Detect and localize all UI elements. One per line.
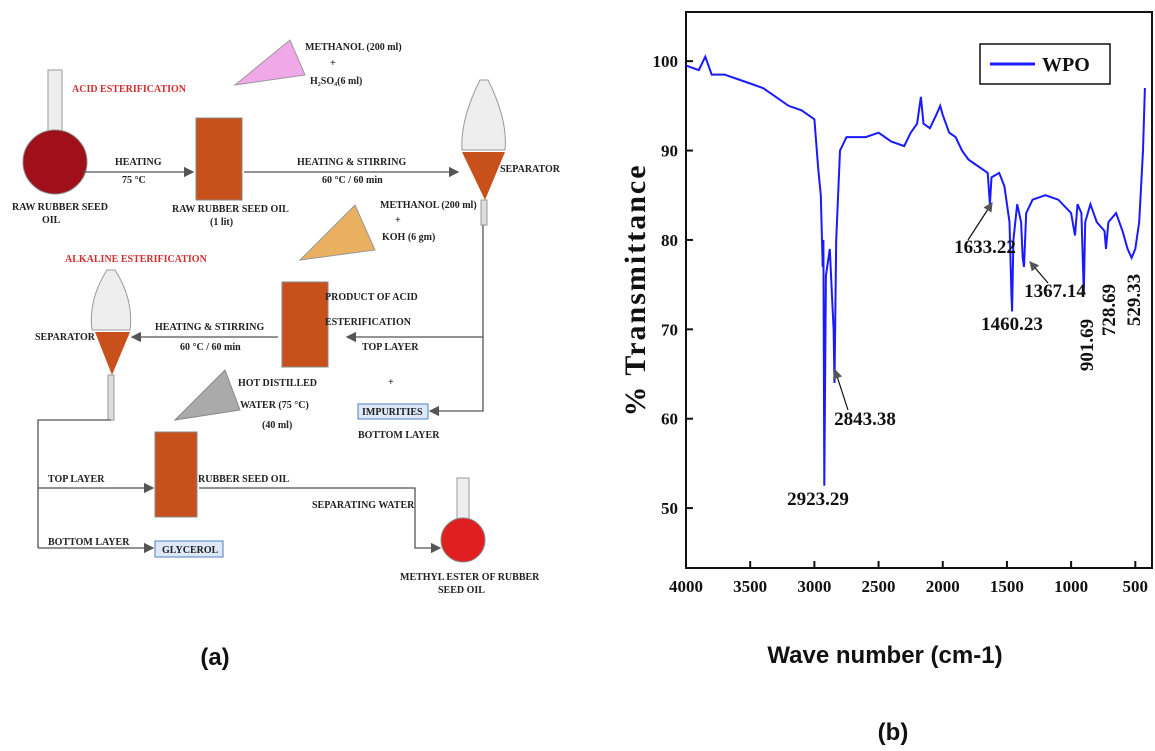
y-tick-label: 60 <box>661 410 678 429</box>
y-tick-label: 50 <box>661 499 678 518</box>
item-label: RAW RUBBER SEED <box>12 202 108 213</box>
step-label: BOTTOM LAYER <box>48 537 130 548</box>
x-axis-title: Wave number (cm-1) <box>767 642 1002 669</box>
x-tick-label: 3500 <box>733 577 767 596</box>
item-label: METHYL ESTER OF RUBBER <box>400 572 540 583</box>
x-tick-label: 1500 <box>990 577 1024 596</box>
peak-label: 1367.14 <box>1024 281 1086 302</box>
peak-arrow <box>967 201 993 241</box>
spectrum-line <box>685 54 1146 486</box>
peak-label: 1460.23 <box>981 314 1043 335</box>
x-tick-label: 3000 <box>797 577 831 596</box>
x-tick-label: 2000 <box>926 577 960 596</box>
stage-title: ALKALINE ESTERIFICATION <box>65 254 208 265</box>
item-label: SEPARATOR <box>35 332 96 343</box>
stage-title: ACID ESTERIFICATION <box>72 84 187 95</box>
item-label: SEED OIL <box>438 585 485 596</box>
peak-arrow <box>1029 261 1049 284</box>
item-label: SEPARATOR <box>500 164 561 175</box>
spectrum-chart: 4000 3500 3000 2500 2000 1500 1000 500 50 60 70 80 9… <box>619 11 1153 746</box>
x-tick-label: 2500 <box>862 577 896 596</box>
reagent-label: HOT DISTILLED <box>238 378 317 389</box>
step-label: 60 °C / 60 min <box>322 175 383 186</box>
y-tick-label: 70 <box>661 320 678 339</box>
reagent-label: KOH (6 gm) <box>382 232 435 243</box>
reagent-label: H₂SO₄(6 ml) <box>310 76 362 87</box>
step-label: HEATING & STIRRING <box>297 157 406 168</box>
item-label: RUBBER SEED OIL <box>198 474 289 485</box>
x-tick-label: 4000 <box>669 577 703 596</box>
plot-frame <box>685 11 1153 569</box>
item-label: PRODUCT OF ACID <box>325 292 418 303</box>
reagent-label: + <box>395 215 401 226</box>
step-label: TOP LAYER <box>48 474 105 485</box>
peak-label: 901.69 <box>1077 319 1098 371</box>
reagent-label: (40 ml) <box>262 420 292 431</box>
item-label: RAW RUBBER SEED OIL <box>172 204 289 215</box>
step-label: SEPARATING WATER <box>312 500 415 511</box>
item-label: OIL <box>42 215 61 226</box>
step-label: HEATING <box>115 157 162 168</box>
step-label: + <box>388 377 394 388</box>
peak-arrow <box>833 368 849 411</box>
item-label: ESTERIFICATION <box>325 317 412 328</box>
y-tick-label: 100 <box>653 52 679 71</box>
step-label: TOP LAYER <box>362 342 419 353</box>
y-axis-title: % Transmittance <box>619 163 652 416</box>
reagent-label: METHANOL (200 ml) <box>380 200 477 211</box>
step-label: 60 °C / 60 min <box>180 342 241 353</box>
y-tick-label: 90 <box>661 142 678 161</box>
box-label: IMPURITIES <box>362 407 423 418</box>
reagent-label: METHANOL (200 ml) <box>305 42 402 53</box>
reagent-label: + <box>330 58 336 69</box>
peak-label: 728.69 <box>1099 284 1120 336</box>
peak-label: 2923.29 <box>787 489 849 510</box>
legend-label: WPO <box>1042 54 1090 76</box>
step-label: BOTTOM LAYER <box>358 430 440 441</box>
step-label: 75 °C <box>122 175 146 186</box>
peak-label: 1633.22 <box>954 237 1016 258</box>
peak-label: 2843.38 <box>834 409 896 430</box>
box-label: GLYCEROL <box>162 545 219 556</box>
caption: (a) <box>200 644 229 671</box>
process-diagram: ACID ESTERIFICATION METHANOL (200 ml) + … <box>12 39 561 671</box>
item-label: (1 lit) <box>210 217 233 228</box>
step-label: HEATING & STIRRING <box>155 322 264 333</box>
x-tick-label: 1000 <box>1054 577 1088 596</box>
y-tick-label: 80 <box>661 231 678 250</box>
reagent-label: WATER (75 °C) <box>240 400 309 411</box>
peak-label: 529.33 <box>1124 274 1145 326</box>
legend-box <box>979 43 1111 85</box>
x-tick-label: 500 <box>1123 577 1149 596</box>
caption: (b) <box>878 719 909 746</box>
